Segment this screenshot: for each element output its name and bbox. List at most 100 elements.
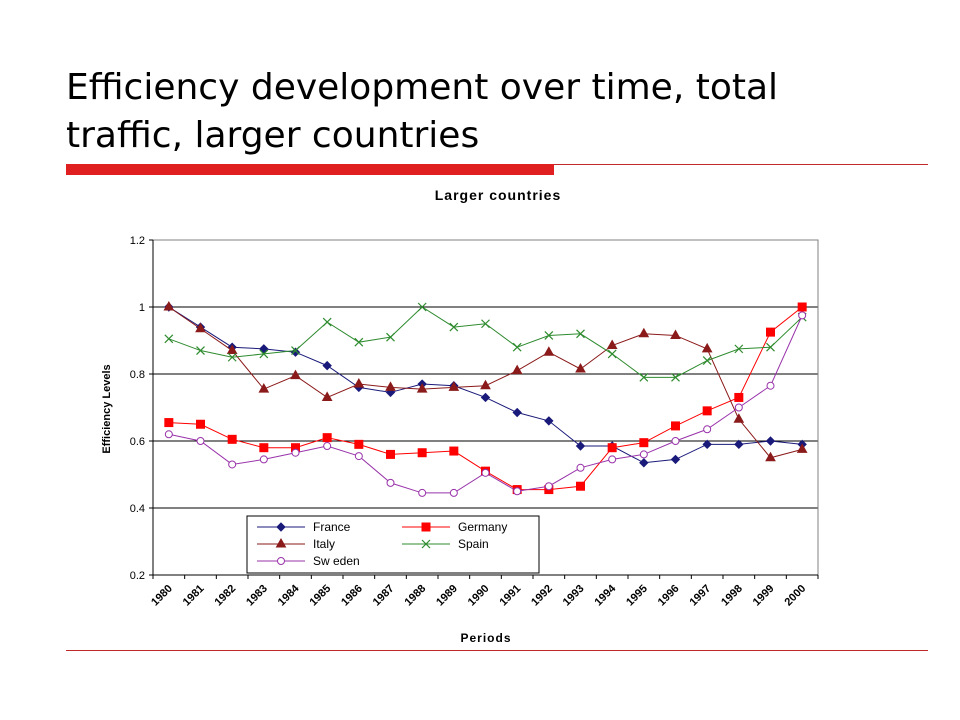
data-point: [702, 356, 712, 366]
gridlines: [153, 306, 818, 509]
data-point: [734, 344, 744, 354]
x-tick-label: 1994: [592, 582, 618, 608]
data-point: [291, 346, 300, 355]
data-point: [576, 481, 585, 491]
legend-item: Sw eden: [257, 554, 360, 568]
data-point: [196, 346, 205, 355]
data-point: [417, 302, 427, 312]
x-tick-label: 1981: [181, 583, 207, 609]
data-point: [449, 322, 459, 332]
legend-item: France: [257, 520, 351, 534]
data-point: [321, 391, 333, 401]
data-point: [701, 342, 713, 353]
data-point: [576, 329, 585, 339]
data-point: [164, 418, 174, 428]
data-point: [259, 455, 268, 464]
y-tick-label: 0.2: [130, 570, 145, 582]
legend-marker: [276, 522, 286, 532]
data-point: [417, 448, 427, 458]
data-point: [353, 378, 365, 388]
data-point: [290, 347, 301, 357]
y-tick-label: 0.4: [130, 503, 145, 515]
y-tick-label: 1.2: [130, 235, 145, 247]
data-point: [670, 329, 681, 339]
legend-item: Spain: [402, 537, 489, 551]
data-point: [606, 339, 618, 350]
data-point: [765, 436, 776, 446]
data-point: [259, 443, 269, 453]
data-point: [766, 342, 775, 352]
data-point: [448, 381, 460, 391]
data-point: [639, 438, 649, 448]
data-point: [227, 434, 237, 444]
data-point: [796, 443, 808, 453]
data-point: [575, 362, 586, 373]
data-point: [226, 344, 238, 355]
y-tick-label: 0.8: [130, 369, 145, 381]
data-point: [512, 342, 522, 352]
data-point: [322, 433, 332, 443]
data-point: [512, 407, 522, 418]
data-point: [513, 487, 522, 496]
data-point: [290, 369, 301, 380]
data-point: [386, 478, 395, 487]
x-tick-label: 1992: [529, 583, 555, 609]
legend: France Germany Italy Spain Sw eden: [246, 515, 540, 574]
data-point: [195, 322, 206, 333]
data-point: [164, 430, 173, 439]
x-tick-label: 1991: [497, 583, 523, 609]
legend-item: Germany: [402, 520, 507, 534]
data-point: [733, 413, 745, 423]
x-tick-label: 1983: [244, 583, 270, 609]
legend-marker: [277, 557, 285, 565]
data-point: [386, 449, 395, 459]
data-point: [607, 443, 617, 453]
x-tick-label: 2000: [782, 583, 808, 609]
data-point: [386, 332, 395, 342]
legend-label: Italy: [313, 537, 335, 551]
legend-label: Germany: [458, 520, 507, 534]
series-spain: [164, 302, 807, 382]
data-point: [544, 482, 553, 491]
x-axis-label: Periods: [460, 631, 511, 645]
data-point: [259, 344, 269, 354]
data-point: [354, 337, 364, 347]
data-point: [639, 372, 649, 382]
data-point: [671, 372, 680, 382]
x-tick-label: 1998: [719, 583, 745, 609]
data-point: [354, 439, 364, 449]
data-point: [734, 439, 744, 450]
series-line: [168, 306, 803, 378]
data-point: [797, 302, 807, 312]
footer-divider-line: [66, 650, 928, 651]
x-tick-label: 1997: [687, 583, 713, 609]
data-point: [544, 416, 554, 426]
data-point: [258, 383, 270, 393]
data-point: [418, 488, 427, 497]
data-point: [543, 346, 555, 356]
y-axis-label: Efficiency Levels: [101, 364, 113, 453]
legend-label: France: [313, 520, 351, 534]
data-point: [480, 392, 491, 403]
data-point: [259, 349, 269, 359]
data-point: [575, 441, 586, 451]
data-point: [227, 352, 237, 362]
data-point: [798, 311, 807, 320]
legend-marker: [421, 522, 431, 532]
legend-item: Italy: [257, 537, 335, 551]
data-point: [163, 300, 175, 311]
data-point: [766, 327, 775, 337]
series-line: [168, 315, 803, 494]
data-point: [385, 381, 396, 391]
x-tick-label: 1987: [371, 583, 397, 609]
data-point: [765, 451, 776, 462]
data-point: [638, 327, 650, 338]
data-point: [576, 463, 585, 472]
data-point: [671, 421, 680, 431]
x-tick-label: 1985: [307, 583, 333, 609]
x-tick-label: 1988: [402, 583, 428, 609]
data-point: [639, 450, 648, 459]
data-point: [322, 360, 332, 371]
series-lines: [163, 300, 808, 497]
